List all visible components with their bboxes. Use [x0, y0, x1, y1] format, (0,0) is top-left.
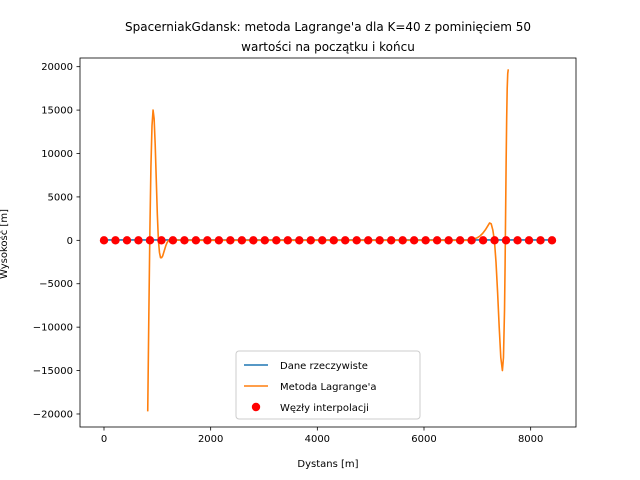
series-3-point [249, 236, 258, 245]
y-tick-label: −10000 [33, 323, 73, 334]
series-3-point [180, 236, 189, 245]
series-3-point [478, 236, 488, 245]
series-3-point [122, 236, 132, 245]
series-3-point [203, 236, 212, 245]
series-3-point [260, 236, 269, 245]
series-3-point [168, 236, 178, 245]
x-tick-label: 6000 [411, 434, 436, 445]
series-3-point [226, 236, 235, 245]
series-3-point [99, 236, 109, 245]
series-3-point [444, 236, 453, 245]
x-tick-label: 8000 [518, 434, 543, 445]
y-tick-label: −5000 [39, 279, 73, 290]
legend-label-wezly-interpolacji: Węzły interpolacji [280, 403, 369, 414]
series-3-point [272, 236, 281, 245]
series-3-point [283, 236, 292, 245]
series-3-point [409, 236, 419, 245]
chart-title-line-1: SpacerniakGdansk: metoda Lagrange'a dla … [125, 20, 531, 34]
y-tick-label: 10000 [41, 149, 73, 160]
series-3-point [513, 236, 522, 245]
series-3-point [467, 236, 476, 245]
series-3-point [398, 236, 407, 245]
series-3-point [145, 236, 155, 245]
series-3-point [536, 236, 545, 245]
series-3-point [547, 236, 557, 245]
x-tick-label: 4000 [305, 434, 330, 445]
series-3-point [341, 236, 350, 245]
plot-area [79, 57, 577, 428]
y-tick-label: −15000 [33, 366, 73, 377]
axes-frame [79, 57, 577, 428]
series-3-point [214, 236, 224, 245]
series-3-point [375, 236, 384, 245]
series-3-point [295, 236, 304, 245]
series-3-point [421, 236, 430, 245]
series-3-point [352, 236, 361, 245]
series-3-point [524, 236, 534, 245]
series-3-point [111, 236, 120, 245]
series-3-point [306, 236, 315, 245]
legend-label-metoda-lagrangea: Metoda Lagrange'a [280, 382, 376, 393]
series-3-point [157, 236, 166, 245]
series-3-point [364, 236, 373, 245]
series-3-point [237, 236, 247, 245]
x-tick-label: 2000 [198, 434, 223, 445]
series-3-point [455, 236, 465, 245]
series-3-point [134, 236, 143, 245]
legend: Dane rzeczywiste Metoda Lagrange'a Węzły… [235, 350, 421, 420]
legend-swatch-wezly-interpolacji [251, 402, 261, 412]
legend-label-dane-rzeczywiste: Dane rzeczywiste [280, 361, 368, 372]
chart-title-line-2: wartości na początku i końcu [241, 40, 415, 54]
series-3-point [490, 236, 499, 245]
x-axis-label: Dystans [m] [297, 459, 358, 470]
y-tick-label: 15000 [41, 106, 73, 117]
series-3-point [501, 236, 511, 245]
y-tick-label: 20000 [41, 62, 73, 73]
series-3-point [318, 236, 327, 245]
y-tick-label: 5000 [48, 192, 73, 203]
x-tick-label: 0 [101, 434, 107, 445]
series-3-point [329, 236, 338, 245]
series-3-point [432, 236, 442, 245]
legend-box [235, 350, 421, 420]
series-3-point [191, 236, 201, 245]
y-tick-label: −20000 [33, 409, 73, 420]
y-axis: −20000 −15000 −10000 −5000 0 5000 10000 15000 20… [33, 62, 80, 420]
x-axis: 0 2000 4000 6000 8000 [101, 427, 543, 445]
y-tick-label: 0 [67, 236, 73, 247]
y-axis-label: Wysokość [m] [0, 209, 10, 279]
series-3-point [387, 236, 396, 245]
